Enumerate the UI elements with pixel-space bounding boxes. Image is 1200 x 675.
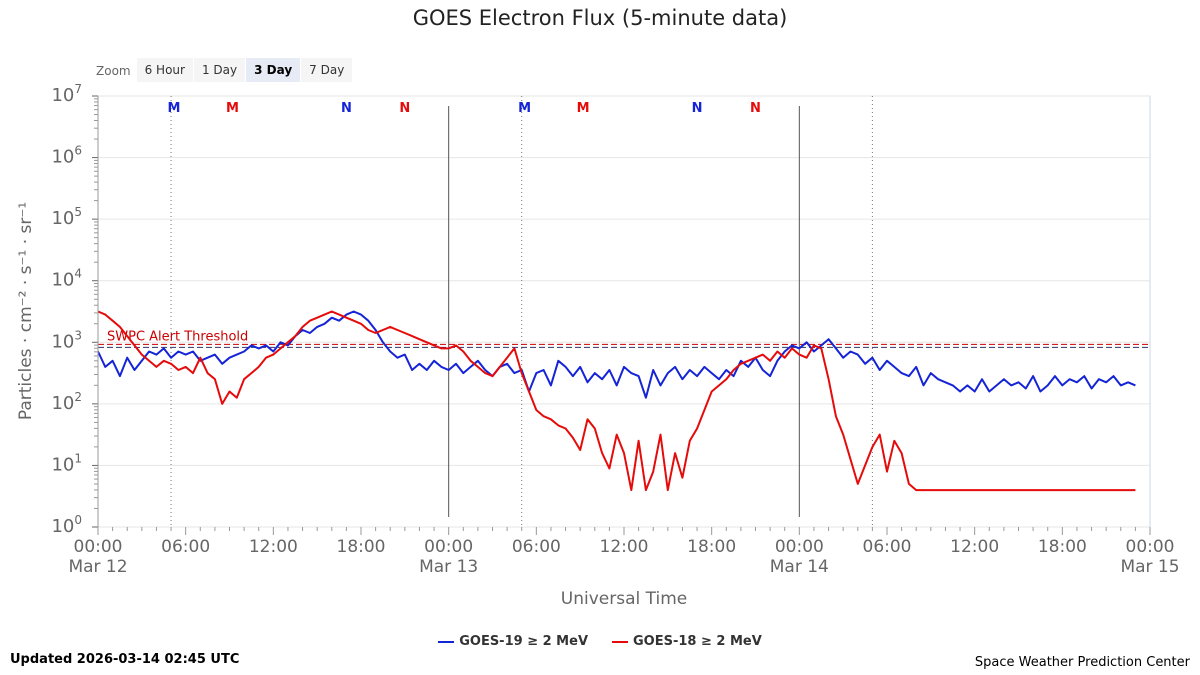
y-tick-label: 101 (51, 451, 82, 475)
x-date-label: Mar 15 (1120, 557, 1179, 577)
satellite-marker-label: N (341, 101, 352, 116)
legend-item-goes18[interactable]: GOES-18 ≥ 2 MeV (612, 634, 762, 649)
threshold-label: SWPC Alert Threshold (107, 329, 248, 344)
x-tick-label: 18:00 (1038, 537, 1087, 557)
zoom-selector: Zoom 6 Hour 1 Day 3 Day 7 Day (96, 58, 353, 82)
satellite-marker-label: M (577, 101, 590, 116)
x-tick-label: 00:00 (775, 537, 824, 557)
series-goes19-line[interactable] (97, 310, 1136, 399)
legend-swatch-goes18 (612, 640, 628, 643)
x-date-label: Mar 14 (770, 557, 829, 577)
legend-item-goes19[interactable]: GOES-19 ≥ 2 MeV (438, 634, 588, 649)
x-tick-label: 18:00 (337, 537, 386, 557)
satellite-marker-label: M (226, 101, 239, 116)
y-tick-label: 102 (51, 390, 82, 414)
legend-label-goes18: GOES-18 ≥ 2 MeV (633, 634, 762, 649)
y-tick-label: 100 (51, 513, 82, 537)
satellite-marker-label: M (168, 101, 181, 116)
x-tick-label: 00:00 (74, 537, 123, 557)
satellite-marker-label: N (399, 101, 410, 116)
y-tick-label: 103 (51, 328, 82, 352)
y-tick-label: 105 (51, 205, 82, 229)
x-axis-title: Universal Time (560, 589, 688, 609)
y-axis: 100 101 102 103 104 105 106 107 (51, 82, 99, 537)
satellite-marker-label: M (518, 101, 531, 116)
series-goes18-line[interactable] (97, 310, 1136, 492)
y-tick-label: 106 (51, 144, 82, 168)
x-tick-label: 12:00 (600, 537, 649, 557)
legend-label-goes19: GOES-19 ≥ 2 MeV (459, 634, 588, 649)
chart-title: GOES Electron Flux (5-minute data) (412, 6, 788, 30)
x-tick-label: 06:00 (863, 537, 912, 557)
alert-threshold: SWPC Alert Threshold (98, 329, 1150, 348)
zoom-1-day-button[interactable]: 1 Day (193, 58, 246, 82)
legend: GOES-19 ≥ 2 MeV GOES-18 ≥ 2 MeV (0, 634, 1200, 649)
grid-lines (97, 95, 1151, 528)
x-date-label: Mar 13 (419, 557, 478, 577)
x-date-label: Mar 12 (68, 557, 127, 577)
source-credit: Space Weather Prediction Center (974, 655, 1190, 670)
x-tick-label: 06:00 (512, 537, 561, 557)
updated-timestamp: Updated 2026-03-14 02:45 UTC (10, 652, 240, 667)
satellite-marker-label: N (692, 101, 703, 116)
x-tick-label: 12:00 (950, 537, 999, 557)
zoom-6-hour-button[interactable]: 6 Hour (136, 58, 193, 82)
day-boundary-lines (170, 96, 873, 527)
zoom-label: Zoom (96, 64, 131, 78)
x-tick-label: 06:00 (161, 537, 210, 557)
plot-series[interactable] (97, 310, 1136, 492)
plot-border (97, 95, 1151, 528)
zoom-7-day-button[interactable]: 7 Day (301, 58, 353, 82)
y-axis-title: Particles · cm⁻² · s⁻¹ · sr⁻¹ (16, 202, 36, 420)
y-tick-label: 107 (51, 82, 82, 106)
x-tick-label: 12:00 (249, 537, 298, 557)
x-tick-label: 00:00 (1126, 537, 1175, 557)
zoom-3-day-button[interactable]: 3 Day (246, 58, 301, 82)
x-tick-label: 00:00 (424, 537, 473, 557)
satellite-marker-label: N (750, 101, 761, 116)
legend-swatch-goes19 (438, 640, 455, 643)
y-tick-label: 104 (51, 267, 82, 291)
x-tick-label: 18:00 (687, 537, 736, 557)
